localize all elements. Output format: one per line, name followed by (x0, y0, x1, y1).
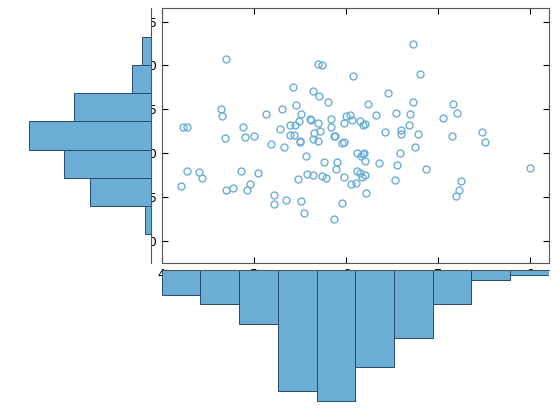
Bar (162, 270, 200, 295)
Bar (510, 270, 549, 276)
Bar (355, 270, 394, 367)
X-axis label: x: x (351, 286, 360, 300)
Bar (142, 37, 151, 65)
Bar (145, 206, 151, 234)
Bar (239, 270, 278, 324)
Bar (29, 121, 151, 150)
Bar (433, 270, 472, 304)
Bar (472, 270, 510, 280)
Bar (316, 270, 355, 401)
Y-axis label: y: y (118, 131, 132, 140)
Bar (132, 65, 151, 93)
Bar (74, 93, 151, 121)
Bar (90, 178, 151, 206)
Bar (64, 150, 151, 178)
Bar (394, 270, 433, 338)
Bar (200, 270, 239, 304)
Bar (278, 270, 316, 391)
